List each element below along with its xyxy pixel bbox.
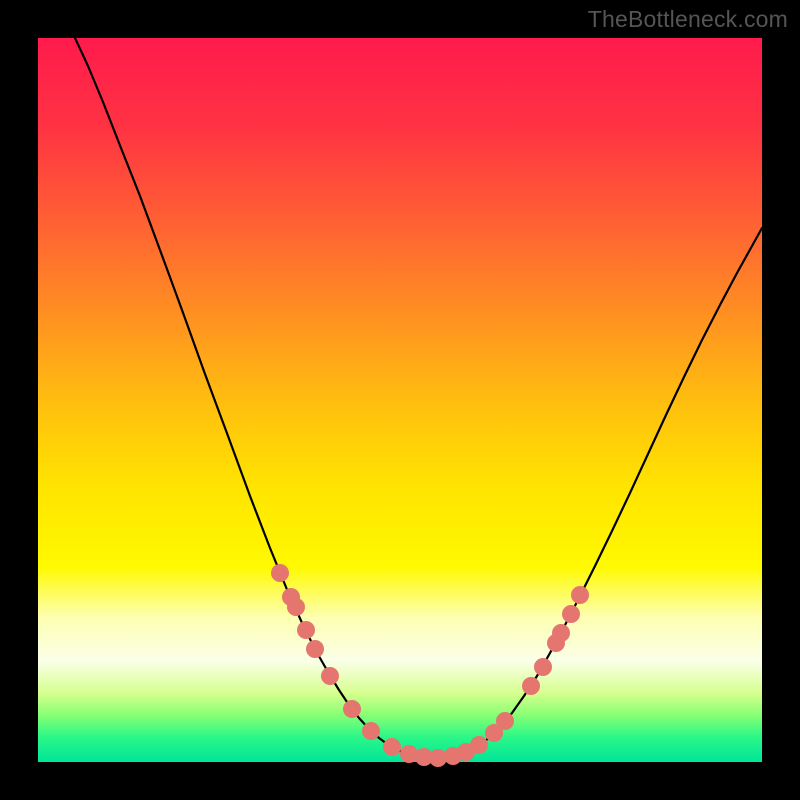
data-marker bbox=[571, 586, 589, 604]
data-marker bbox=[400, 745, 418, 763]
data-marker bbox=[271, 564, 289, 582]
data-marker bbox=[362, 722, 380, 740]
data-marker bbox=[343, 700, 361, 718]
data-marker bbox=[552, 624, 570, 642]
data-marker bbox=[534, 658, 552, 676]
data-marker bbox=[287, 598, 305, 616]
data-marker bbox=[522, 677, 540, 695]
bottleneck-chart bbox=[0, 0, 800, 800]
data-marker bbox=[321, 667, 339, 685]
data-marker bbox=[496, 712, 514, 730]
data-marker bbox=[562, 605, 580, 623]
data-marker bbox=[383, 738, 401, 756]
watermark-text: TheBottleneck.com bbox=[588, 6, 788, 33]
data-marker bbox=[470, 736, 488, 754]
data-marker bbox=[306, 640, 324, 658]
plot-background bbox=[38, 38, 762, 762]
chart-container: TheBottleneck.com bbox=[0, 0, 800, 800]
data-marker bbox=[297, 621, 315, 639]
